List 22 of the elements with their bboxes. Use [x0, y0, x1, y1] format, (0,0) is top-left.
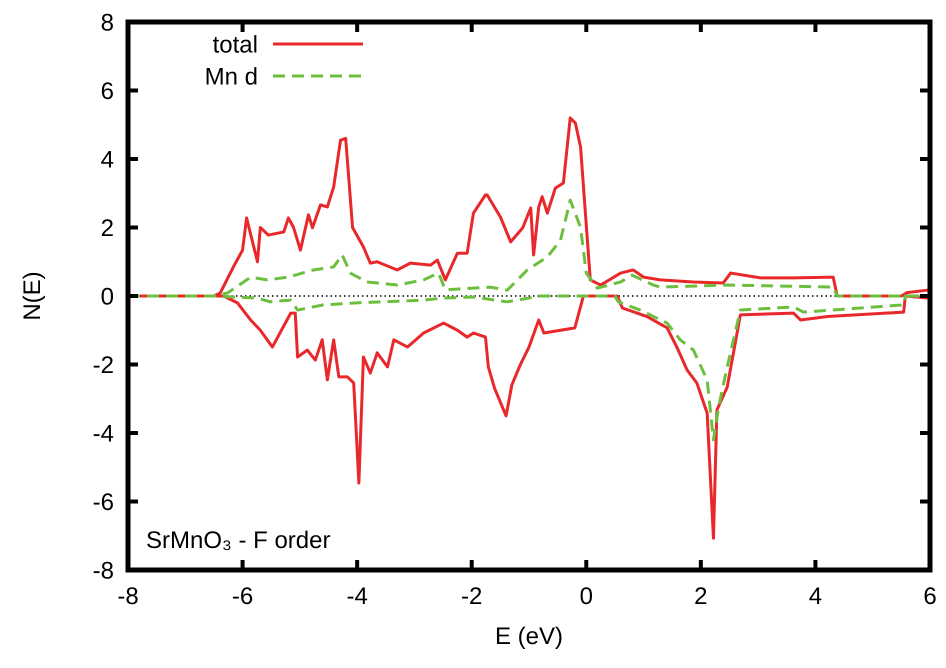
y-tick-label: -2: [92, 352, 114, 379]
legend-label: Mn d: [204, 63, 258, 90]
y-tick-label: 0: [100, 283, 114, 310]
x-tick-label: -8: [117, 583, 139, 610]
y-tick-label: 6: [100, 78, 114, 105]
y-axis-title: N(E): [19, 271, 46, 321]
x-tick-label: -6: [232, 583, 254, 610]
x-tick-label: -4: [346, 583, 368, 610]
x-tick-label: 2: [694, 583, 708, 610]
y-tick-label: -8: [92, 557, 114, 584]
x-tick-label: 6: [923, 583, 937, 610]
x-axis-title: E (eV): [494, 623, 564, 650]
y-tick-label: -6: [92, 488, 114, 516]
x-tick-label: 4: [808, 583, 822, 610]
x-tick-label: 0: [580, 583, 593, 610]
y-tick-label: 4: [100, 146, 114, 174]
y-tick-label: 2: [100, 214, 114, 242]
annotation: SrMnO₃ - F order: [146, 527, 330, 554]
legend-label: total: [212, 31, 258, 58]
x-tick-label: -2: [461, 583, 482, 610]
y-tick-label: 8: [100, 9, 114, 36]
y-tick-label: -4: [92, 420, 114, 448]
